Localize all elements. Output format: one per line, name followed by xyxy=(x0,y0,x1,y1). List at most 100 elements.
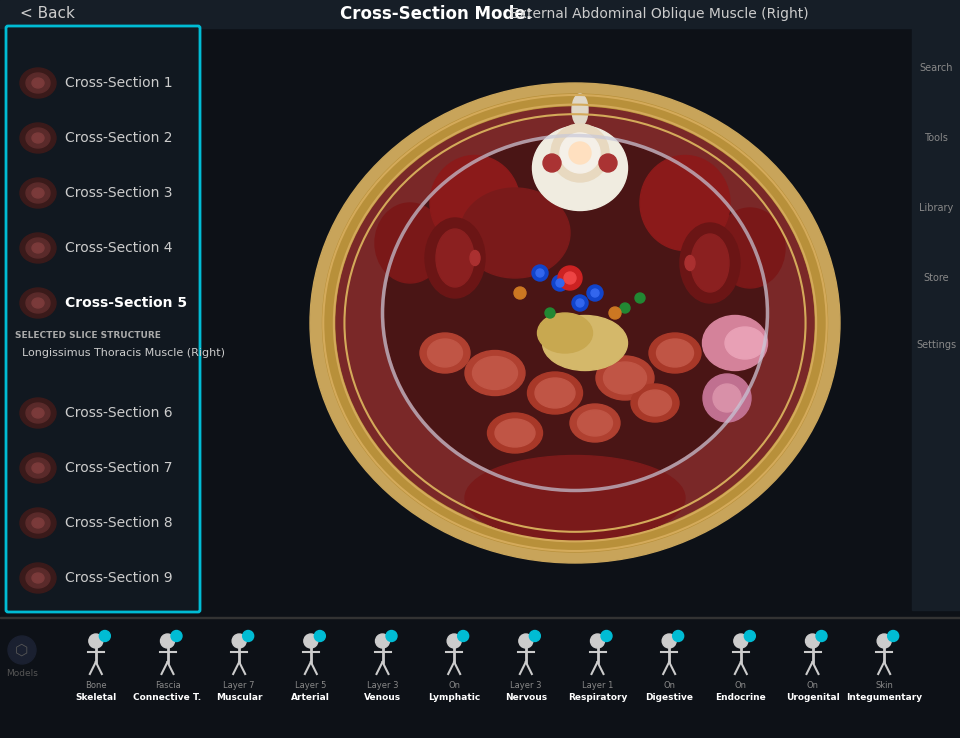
Ellipse shape xyxy=(385,138,765,488)
Circle shape xyxy=(576,299,584,307)
Ellipse shape xyxy=(685,255,695,271)
Text: On: On xyxy=(448,681,460,691)
Circle shape xyxy=(303,634,318,648)
Ellipse shape xyxy=(570,404,620,442)
Ellipse shape xyxy=(680,223,740,303)
Text: Layer 7: Layer 7 xyxy=(224,681,255,691)
Text: Nervous: Nervous xyxy=(505,694,547,703)
Circle shape xyxy=(635,293,645,303)
Circle shape xyxy=(243,630,253,641)
Text: Cross-Section 8: Cross-Section 8 xyxy=(65,516,173,530)
Circle shape xyxy=(529,630,540,641)
Text: SELECTED SLICE STRUCTURE: SELECTED SLICE STRUCTURE xyxy=(15,331,161,340)
Ellipse shape xyxy=(336,107,814,539)
Circle shape xyxy=(703,374,751,422)
Ellipse shape xyxy=(604,362,646,394)
Ellipse shape xyxy=(26,73,50,93)
Text: Digestive: Digestive xyxy=(645,694,693,703)
Circle shape xyxy=(552,275,568,291)
Circle shape xyxy=(458,630,468,641)
Ellipse shape xyxy=(538,313,592,353)
Circle shape xyxy=(314,630,325,641)
Ellipse shape xyxy=(465,455,685,540)
Circle shape xyxy=(620,303,630,313)
Circle shape xyxy=(171,630,182,641)
Text: Cross-Section 9: Cross-Section 9 xyxy=(65,571,173,585)
Circle shape xyxy=(99,630,110,641)
Ellipse shape xyxy=(551,124,609,182)
Circle shape xyxy=(572,295,588,311)
Text: Layer 3: Layer 3 xyxy=(510,681,541,691)
Ellipse shape xyxy=(725,327,765,359)
Text: Search: Search xyxy=(920,63,952,73)
Ellipse shape xyxy=(420,333,470,373)
Ellipse shape xyxy=(32,298,44,308)
Ellipse shape xyxy=(20,453,56,483)
Text: Cross-Section 2: Cross-Section 2 xyxy=(65,131,173,145)
Ellipse shape xyxy=(535,378,575,408)
Ellipse shape xyxy=(638,390,671,416)
Text: Skin: Skin xyxy=(876,681,893,691)
Bar xyxy=(0,0,960,28)
Bar xyxy=(0,616,960,618)
Ellipse shape xyxy=(20,508,56,538)
Circle shape xyxy=(375,634,390,648)
Ellipse shape xyxy=(472,356,517,390)
Text: Lymphatic: Lymphatic xyxy=(428,694,480,703)
Ellipse shape xyxy=(560,133,600,173)
Circle shape xyxy=(673,630,684,641)
Ellipse shape xyxy=(533,125,628,210)
Text: Layer 5: Layer 5 xyxy=(295,681,326,691)
Ellipse shape xyxy=(26,513,50,533)
Ellipse shape xyxy=(599,154,617,172)
Circle shape xyxy=(545,308,555,318)
Text: Cross-Section 6: Cross-Section 6 xyxy=(65,406,173,420)
Circle shape xyxy=(805,634,820,648)
Ellipse shape xyxy=(465,351,525,396)
Circle shape xyxy=(733,634,748,648)
Text: < Back: < Back xyxy=(20,7,75,21)
Circle shape xyxy=(514,287,526,299)
Ellipse shape xyxy=(436,229,474,287)
Text: Cross-Section 5: Cross-Section 5 xyxy=(65,296,187,310)
Ellipse shape xyxy=(495,419,535,447)
Circle shape xyxy=(386,630,397,641)
Ellipse shape xyxy=(26,293,50,313)
Ellipse shape xyxy=(32,463,44,473)
Ellipse shape xyxy=(427,339,463,367)
Circle shape xyxy=(601,630,612,641)
Ellipse shape xyxy=(20,178,56,208)
Circle shape xyxy=(877,634,891,648)
Text: Endocrine: Endocrine xyxy=(715,694,766,703)
Text: Skeletal: Skeletal xyxy=(75,694,116,703)
Ellipse shape xyxy=(32,133,44,143)
Ellipse shape xyxy=(32,573,44,583)
Ellipse shape xyxy=(425,218,485,298)
Circle shape xyxy=(8,636,36,664)
Ellipse shape xyxy=(26,458,50,478)
Text: Library: Library xyxy=(919,203,953,213)
Text: Layer 1: Layer 1 xyxy=(582,681,613,691)
Ellipse shape xyxy=(375,203,445,283)
Ellipse shape xyxy=(20,398,56,428)
Ellipse shape xyxy=(26,183,50,203)
Ellipse shape xyxy=(26,568,50,588)
Text: Arterial: Arterial xyxy=(292,694,330,703)
Text: On: On xyxy=(806,681,819,691)
Ellipse shape xyxy=(542,316,628,370)
Ellipse shape xyxy=(527,372,583,414)
Ellipse shape xyxy=(430,156,520,250)
Circle shape xyxy=(816,630,827,641)
Ellipse shape xyxy=(649,333,701,373)
Text: Urogenital: Urogenital xyxy=(785,694,839,703)
Ellipse shape xyxy=(26,128,50,148)
Text: Tools: Tools xyxy=(924,133,948,143)
Ellipse shape xyxy=(32,188,44,198)
Text: Venous: Venous xyxy=(364,694,401,703)
Circle shape xyxy=(160,634,175,648)
Ellipse shape xyxy=(691,234,729,292)
Circle shape xyxy=(662,634,676,648)
Text: Integumentary: Integumentary xyxy=(846,694,923,703)
Ellipse shape xyxy=(631,384,679,422)
Ellipse shape xyxy=(32,243,44,253)
